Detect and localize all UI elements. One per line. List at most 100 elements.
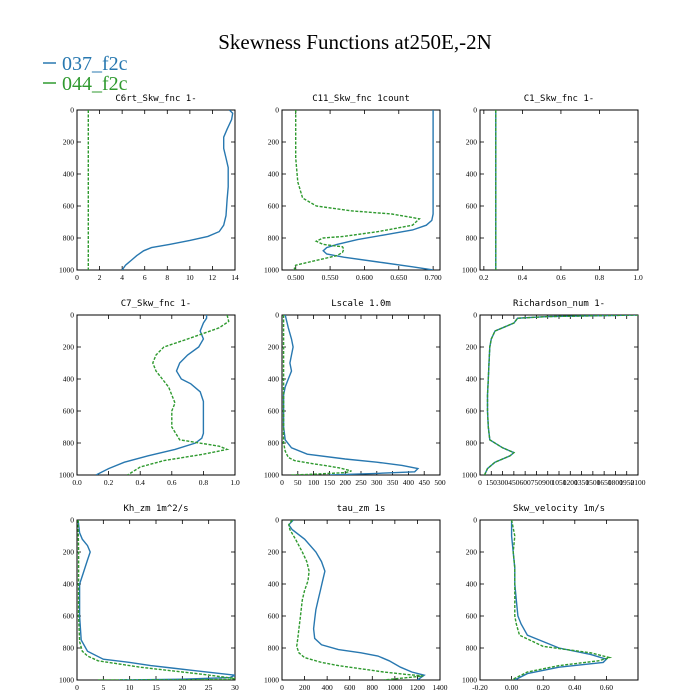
x-tick-label: 0.600 xyxy=(356,273,373,282)
y-tick-label: 0 xyxy=(473,106,477,115)
plot-frame xyxy=(281,519,441,681)
series-line-044_f2c xyxy=(483,315,638,475)
x-tick-label: 0.20 xyxy=(537,683,550,692)
panel-title: Kh_zm 1m^2/s xyxy=(123,504,188,514)
y-tick-label: 400 xyxy=(63,375,75,384)
y-tick-label: 0 xyxy=(70,516,74,525)
x-tick-label: 1050 xyxy=(552,478,567,487)
y-tick-label: 0 xyxy=(70,106,74,115)
x-tick-label: 900 xyxy=(542,478,554,487)
y-tick-label: 1000 xyxy=(59,266,74,275)
x-tick-label: 0 xyxy=(280,683,284,692)
y-tick-label: 400 xyxy=(268,580,280,589)
y-tick-label: 800 xyxy=(466,644,478,653)
figure-legend: 037_f2c 044_f2c xyxy=(43,53,128,95)
series-line-037_f2c xyxy=(510,520,608,680)
panel-title: tau_zm 1s xyxy=(337,504,386,514)
series-line-037_f2c xyxy=(282,315,420,475)
y-tick-label: 600 xyxy=(466,202,478,211)
panel-title: C7_Skw_fnc 1- xyxy=(121,299,191,309)
x-tick-label: 0.0 xyxy=(72,478,82,487)
y-tick-label: 400 xyxy=(466,580,478,589)
y-tick-label: 0 xyxy=(473,516,477,525)
y-tick-label: 800 xyxy=(466,234,478,243)
panel-2: C11_Skw_fnc 1count 0.500 0.550 0.600 0.650 0.… xyxy=(264,94,442,282)
figure-title: Skewness Functions at250E,-2N xyxy=(218,30,492,54)
y-tick-label: 400 xyxy=(268,375,280,384)
y-tick-label: 0 xyxy=(70,311,74,320)
x-tick-label: 0 xyxy=(280,478,284,487)
y-tick-label: 0 xyxy=(473,311,477,320)
y-tick-label: 400 xyxy=(466,375,478,384)
y-tick-label: 800 xyxy=(268,234,280,243)
x-tick-label: 1.0 xyxy=(230,478,240,487)
x-tick-label: 750 xyxy=(531,478,543,487)
x-tick-label: 30 xyxy=(231,683,239,692)
x-tick-label: 0.550 xyxy=(322,273,339,282)
x-tick-label: 600 xyxy=(520,478,532,487)
x-tick-label: 0.60 xyxy=(600,683,613,692)
panel-5: Lscale 1.0m0 50 100 150 200 250 300 350 400 450 50… xyxy=(264,299,446,487)
panel-title: C6rt_Skw_fnc 1- xyxy=(115,94,196,104)
plot-frame xyxy=(281,109,441,271)
y-tick-label: 1000 xyxy=(264,676,279,685)
y-tick-label: 800 xyxy=(63,644,75,653)
x-tick-label: 1000 xyxy=(387,683,402,692)
x-tick-label: 6 xyxy=(143,273,147,282)
panel-grid: C6rt_Skw_fnc 1-0 2 4 6 8 10 12 1402004006008001… xyxy=(59,94,646,692)
x-tick-label: 1350 xyxy=(574,478,589,487)
y-tick-label: 400 xyxy=(268,170,280,179)
y-tick-label: 600 xyxy=(466,612,478,621)
x-tick-label: 0.4 xyxy=(518,273,528,282)
y-tick-label: 1000 xyxy=(462,676,477,685)
x-tick-label: 300 xyxy=(371,478,383,487)
x-tick-label: 0.500 xyxy=(287,273,304,282)
series-line-044_f2c xyxy=(293,110,421,270)
panel-8: tau_zm 1s 0 200 400 600 800 1000 1200 1400 0 200 40… xyxy=(264,504,448,692)
legend-label-044: 044_f2c xyxy=(62,73,128,95)
x-tick-label: 0.4 xyxy=(136,478,146,487)
plot-frame xyxy=(281,314,441,476)
y-tick-label: 200 xyxy=(268,548,280,557)
panel-title: C1_Skw_fnc 1- xyxy=(524,94,594,104)
panel-9: Skw_velocity 1m/s -0.20 0.00 0.20 0.40 0.60 0 2… xyxy=(462,504,639,692)
y-tick-label: 1000 xyxy=(59,676,74,685)
x-tick-label: 1500 xyxy=(585,478,600,487)
x-tick-label: 1800 xyxy=(608,478,623,487)
panel-title: C11_Skw_fnc 1count xyxy=(312,94,410,104)
panel-4: C7_Skw_fnc 1- 0.0 0.2 0.4 0.6 0.8 1.0 0 200 400 60… xyxy=(59,299,240,487)
x-tick-label: 5 xyxy=(101,683,105,692)
x-tick-label: 1650 xyxy=(597,478,612,487)
x-tick-label: 0.8 xyxy=(595,273,605,282)
x-tick-label: 10 xyxy=(186,273,194,282)
y-tick-label: 1000 xyxy=(59,471,74,480)
y-tick-label: 600 xyxy=(268,407,280,416)
y-tick-label: 600 xyxy=(268,202,280,211)
series-line-044_f2c xyxy=(282,315,352,475)
plot-frame xyxy=(76,519,236,681)
panel-title: Richardson_num 1- xyxy=(513,299,605,309)
y-tick-label: 200 xyxy=(63,548,75,557)
panel-1: C6rt_Skw_fnc 1- 0 2 4 6 8 10 12 14 0 200 400 600 800 1… xyxy=(59,94,239,282)
y-tick-label: 1000 xyxy=(462,471,477,480)
y-tick-label: 200 xyxy=(63,343,75,352)
x-tick-label: 14 xyxy=(231,273,239,282)
y-tick-label: 0 xyxy=(275,311,279,320)
y-tick-label: 0 xyxy=(275,516,279,525)
series-line-037_f2c xyxy=(77,520,235,680)
x-tick-label: 500 xyxy=(434,478,446,487)
plot-frame xyxy=(479,109,639,271)
x-tick-label: 0.8 xyxy=(199,478,209,487)
x-tick-label: 2100 xyxy=(631,478,646,487)
x-tick-label: 400 xyxy=(322,683,334,692)
x-tick-label: 200 xyxy=(299,683,311,692)
x-tick-label: 1.0 xyxy=(633,273,643,282)
x-tick-label: 0.2 xyxy=(104,478,114,487)
x-tick-label: 250 xyxy=(355,478,367,487)
y-tick-label: 800 xyxy=(63,439,75,448)
x-tick-label: 600 xyxy=(344,683,356,692)
x-tick-label: 1200 xyxy=(410,683,425,692)
panel-3: C1_Skw_fnc 1- 0.2 0.4 0.6 0.8 1.0 0 200 400 600 80… xyxy=(462,94,643,282)
x-tick-label: 12 xyxy=(209,273,217,282)
